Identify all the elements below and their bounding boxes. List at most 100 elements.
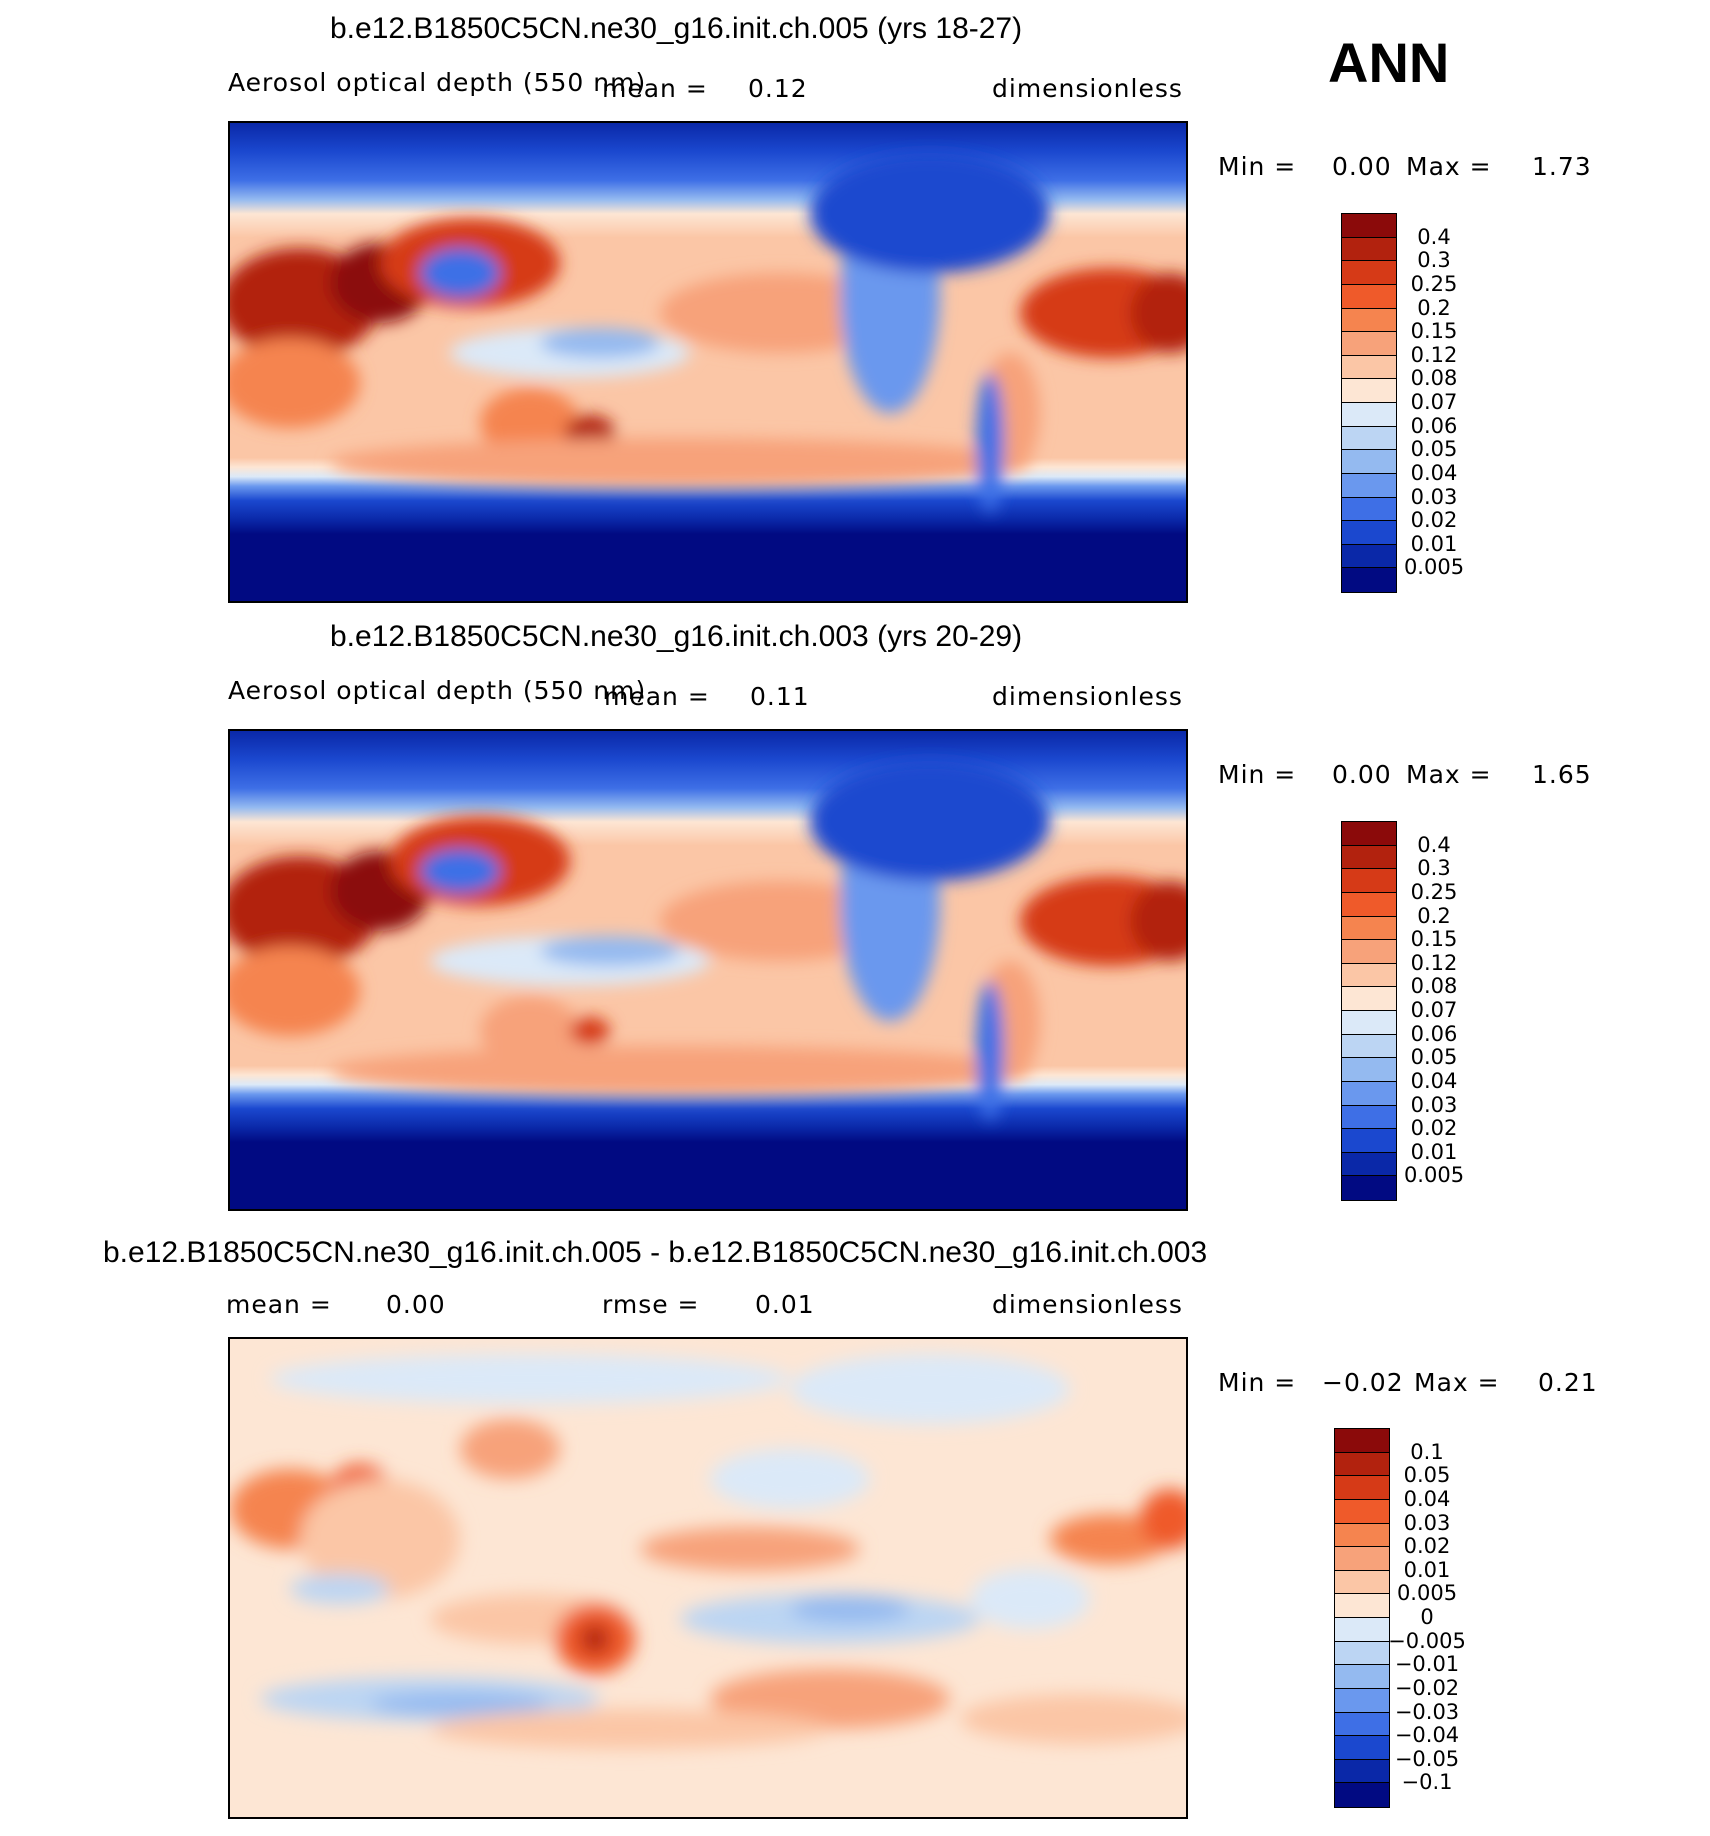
- colorbar-tick-label: 0: [1420, 1605, 1434, 1629]
- colorbar-tick-label: 0.3: [1417, 856, 1451, 881]
- colorbar-tick-label: 0.25: [1410, 879, 1458, 904]
- colorbar-tick-label: 0.02: [1410, 508, 1458, 533]
- colorbar-swatch: [1342, 237, 1396, 262]
- colorbar-tick-label: 0.07: [1410, 998, 1458, 1022]
- colorbar-tick-label: 0.05: [1410, 437, 1458, 462]
- colorbar-swatch: [1342, 1129, 1396, 1153]
- colorbar-swatch: [1342, 450, 1396, 474]
- colorbar-swatch: [1342, 284, 1396, 309]
- colorbar-swatch: [1342, 497, 1396, 522]
- panel3-mean-label: mean =: [226, 1290, 332, 1319]
- panel2-map: [228, 729, 1188, 1211]
- panel1-max-label: Max =: [1406, 152, 1492, 181]
- colorbar-swatch: [1342, 822, 1396, 846]
- panel1-max-value: 1.73: [1532, 152, 1592, 181]
- colorbar-swatch: [1342, 403, 1396, 427]
- colorbar-swatch: [1342, 308, 1396, 333]
- colorbar-tick-label: 0.01: [1403, 1557, 1451, 1582]
- panel3-max-value: 0.21: [1538, 1368, 1598, 1397]
- colorbar-swatch: [1342, 1105, 1396, 1130]
- panel3-mean-value: 0.00: [386, 1290, 446, 1319]
- colorbar-tick-label: 0.06: [1410, 1021, 1458, 1046]
- colorbar-tick-label: 0.25: [1410, 271, 1458, 296]
- colorbar-swatch: [1342, 568, 1396, 592]
- colorbar-tick-label: 0.1: [1410, 1439, 1444, 1464]
- colorbar-swatch: [1335, 1712, 1389, 1737]
- colorbar-tick-label: 0.03: [1410, 484, 1458, 509]
- colorbar-swatch: [1335, 1547, 1389, 1571]
- colorbar-swatch: [1342, 845, 1396, 870]
- panel2-variable: Aerosol optical depth (550 nm): [228, 676, 647, 705]
- colorbar-swatch: [1335, 1783, 1389, 1807]
- panel3-colorbar: [1334, 1428, 1390, 1808]
- colorbar-tick-label: 0.15: [1410, 319, 1458, 344]
- colorbar-tick-label: −0.05: [1394, 1746, 1460, 1771]
- colorbar-swatch: [1335, 1759, 1389, 1784]
- colorbar-tick-label: 0.04: [1403, 1486, 1451, 1511]
- colorbar-tick-label: 0.005: [1403, 1163, 1465, 1188]
- colorbar-swatch: [1342, 1011, 1396, 1035]
- colorbar-swatch: [1342, 426, 1396, 451]
- colorbar-swatch: [1335, 1429, 1389, 1453]
- panel3-units: dimensionless: [992, 1290, 1183, 1319]
- colorbar-swatch: [1342, 940, 1396, 964]
- colorbar-tick-label: −0.02: [1394, 1675, 1460, 1700]
- colorbar-tick-label: 0.04: [1410, 460, 1458, 485]
- colorbar-swatch: [1342, 521, 1396, 545]
- colorbar-tick-label: 0.2: [1417, 295, 1451, 320]
- colorbar-tick-label: 0.12: [1410, 342, 1458, 367]
- panel1-map: [228, 121, 1188, 603]
- colorbar-tick-label: 0.12: [1410, 950, 1458, 975]
- colorbar-tick-label: 0.4: [1417, 832, 1451, 857]
- panel2-min-label: Min =: [1218, 760, 1297, 789]
- colorbar-tick-label: 0.4: [1417, 224, 1451, 249]
- colorbar-swatch: [1335, 1618, 1389, 1642]
- colorbar-tick-label: 0.02: [1403, 1534, 1451, 1559]
- colorbar-tick-label: 0.02: [1410, 1116, 1458, 1141]
- panel1-colorbar: [1341, 213, 1397, 593]
- colorbar-swatch: [1342, 473, 1396, 498]
- panel2-units: dimensionless: [992, 682, 1183, 711]
- colorbar-swatch: [1342, 1176, 1396, 1200]
- colorbar-tick-label: 0.005: [1403, 555, 1465, 580]
- colorbar-tick-label: 0.005: [1396, 1581, 1458, 1606]
- colorbar-swatch: [1335, 1452, 1389, 1477]
- colorbar-tick-label: −0.1: [1401, 1770, 1453, 1795]
- colorbar-swatch: [1342, 544, 1396, 569]
- panel2-field: [230, 731, 1186, 1209]
- panel2-mean-label: mean =: [604, 682, 710, 711]
- colorbar-swatch: [1335, 1476, 1389, 1500]
- panel3-title: b.e12.B1850C5CN.ne30_g16.init.ch.005 - b…: [103, 1236, 1208, 1269]
- colorbar-swatch: [1342, 379, 1396, 403]
- colorbar-swatch: [1335, 1570, 1389, 1595]
- panel1-field: [230, 123, 1186, 601]
- colorbar-swatch: [1342, 355, 1396, 380]
- panel1-mean-label: mean =: [602, 74, 708, 103]
- season-label: ANN: [1328, 31, 1450, 94]
- colorbar-swatch: [1342, 214, 1396, 238]
- colorbar-tick-label: 0.01: [1410, 531, 1458, 556]
- colorbar-swatch: [1335, 1688, 1389, 1713]
- panel2-min-value: 0.00: [1332, 760, 1392, 789]
- panel1-min-label: Min =: [1218, 152, 1297, 181]
- colorbar-swatch: [1342, 1034, 1396, 1059]
- colorbar-swatch: [1342, 1152, 1396, 1177]
- colorbar-swatch: [1342, 916, 1396, 941]
- colorbar-swatch: [1335, 1641, 1389, 1666]
- colorbar-swatch: [1335, 1665, 1389, 1689]
- colorbar-swatch: [1342, 869, 1396, 893]
- colorbar-swatch: [1342, 1058, 1396, 1082]
- colorbar-tick-label: 0.15: [1410, 927, 1458, 952]
- panel1-mean-value: 0.12: [748, 74, 808, 103]
- colorbar-tick-label: 0.3: [1417, 248, 1451, 273]
- colorbar-swatch: [1335, 1736, 1389, 1760]
- colorbar-swatch: [1342, 261, 1396, 285]
- colorbar-swatch: [1342, 332, 1396, 356]
- colorbar-tick-label: 0.03: [1403, 1510, 1451, 1535]
- colorbar-tick-label: −0.005: [1388, 1628, 1466, 1653]
- panel1-min-value: 0.00: [1332, 152, 1392, 181]
- panel2-title: b.e12.B1850C5CN.ne30_g16.init.ch.003 (yr…: [330, 620, 1023, 653]
- panel3-rmse-label: rmse =: [602, 1290, 700, 1319]
- colorbar-tick-label: 0.05: [1403, 1463, 1451, 1488]
- colorbar-tick-label: −0.01: [1394, 1652, 1460, 1677]
